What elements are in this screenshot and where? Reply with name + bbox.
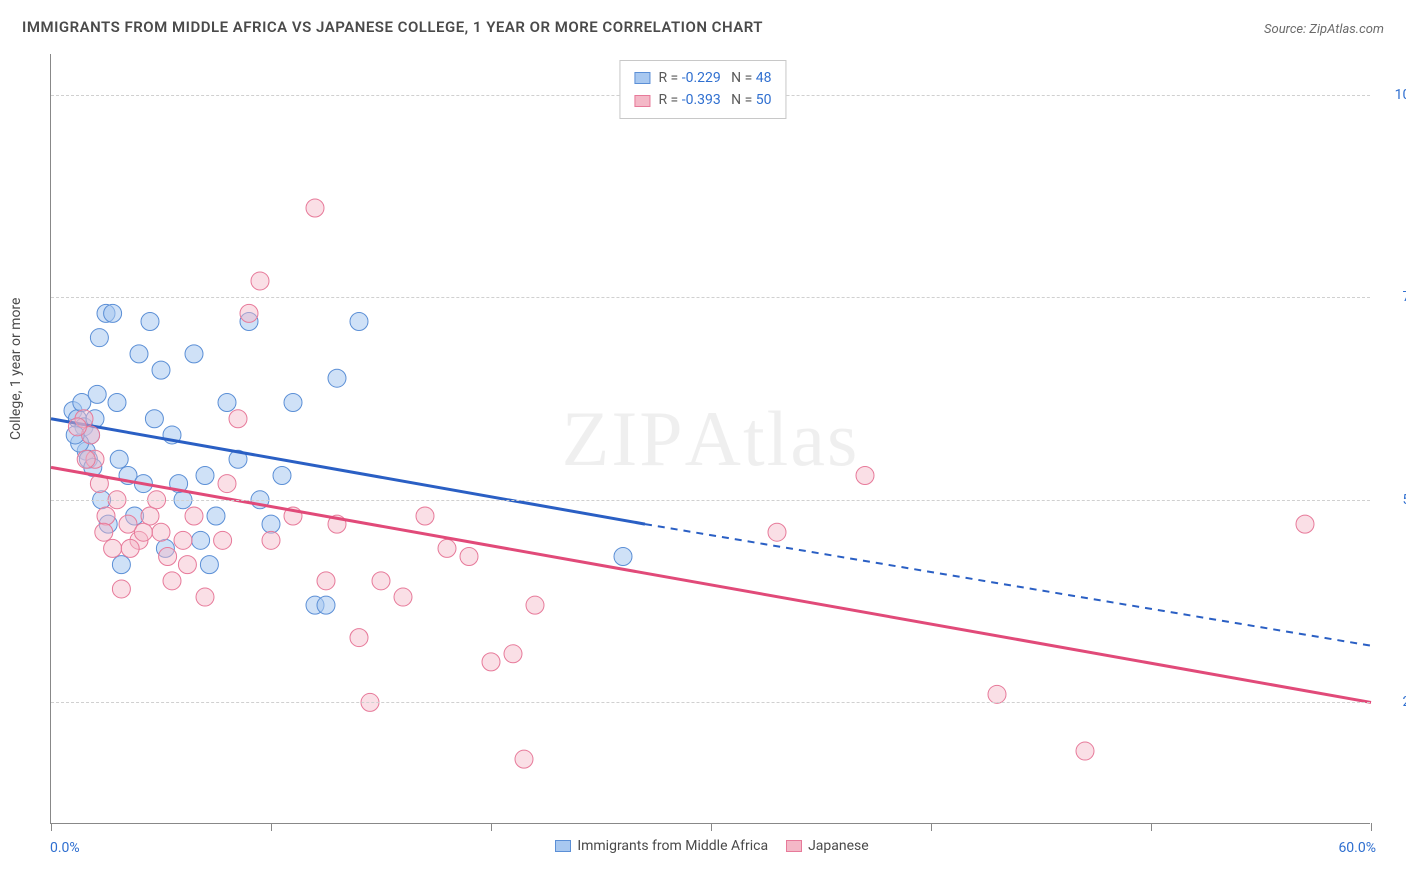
data-point bbox=[134, 523, 152, 541]
data-point bbox=[526, 596, 544, 614]
data-point bbox=[207, 507, 225, 525]
trend-line-dashed bbox=[645, 524, 1371, 646]
data-point bbox=[394, 588, 412, 606]
data-point bbox=[192, 531, 210, 549]
data-point bbox=[152, 523, 170, 541]
y-tick-label: 50.0% bbox=[1380, 492, 1406, 508]
data-point bbox=[88, 385, 106, 403]
legend-label: Japanese bbox=[808, 838, 869, 854]
trend-line bbox=[51, 467, 1371, 702]
data-point bbox=[438, 539, 456, 557]
data-point bbox=[97, 507, 115, 525]
data-point bbox=[218, 394, 236, 412]
correlation-legend: R = -0.229 N = 48R = -0.393 N = 50 bbox=[619, 60, 786, 119]
data-point bbox=[174, 531, 192, 549]
legend-row: R = -0.393 N = 50 bbox=[634, 89, 771, 111]
legend-label: Immigrants from Middle Africa bbox=[577, 838, 768, 854]
grid-line bbox=[51, 297, 1370, 298]
data-point bbox=[229, 410, 247, 428]
data-point bbox=[178, 556, 196, 574]
data-point bbox=[112, 580, 130, 598]
data-point bbox=[95, 523, 113, 541]
chart-plot-area: ZIPAtlas 25.0%50.0%75.0%100.0% bbox=[50, 54, 1370, 824]
data-point bbox=[240, 304, 258, 322]
legend-row: R = -0.229 N = 48 bbox=[634, 67, 771, 89]
data-point bbox=[317, 572, 335, 590]
data-point bbox=[185, 507, 203, 525]
data-point bbox=[141, 507, 159, 525]
data-point bbox=[251, 272, 269, 290]
data-point bbox=[988, 685, 1006, 703]
data-point bbox=[200, 556, 218, 574]
data-point bbox=[372, 572, 390, 590]
data-point bbox=[141, 312, 159, 330]
y-tick-label: 75.0% bbox=[1380, 289, 1406, 305]
legend-swatch bbox=[786, 840, 802, 852]
data-point bbox=[856, 466, 874, 484]
data-point bbox=[218, 475, 236, 493]
data-point bbox=[350, 312, 368, 330]
x-tick bbox=[1151, 823, 1152, 831]
data-point bbox=[306, 199, 324, 217]
data-point bbox=[196, 466, 214, 484]
data-point bbox=[214, 531, 232, 549]
data-point bbox=[1076, 742, 1094, 760]
data-point bbox=[108, 394, 126, 412]
scatter-svg bbox=[51, 54, 1370, 823]
grid-line bbox=[51, 500, 1370, 501]
data-point bbox=[328, 369, 346, 387]
data-point bbox=[768, 523, 786, 541]
data-point bbox=[1296, 515, 1314, 533]
data-point bbox=[145, 410, 163, 428]
data-point bbox=[317, 596, 335, 614]
data-point bbox=[196, 588, 214, 606]
data-point bbox=[504, 645, 522, 663]
bottom-legend: Immigrants from Middle Africa Japanese bbox=[0, 838, 1406, 854]
y-axis-label: College, 1 year or more bbox=[8, 298, 24, 440]
data-point bbox=[90, 329, 108, 347]
data-point bbox=[159, 548, 177, 566]
data-point bbox=[416, 507, 434, 525]
x-tick bbox=[51, 823, 52, 831]
data-point bbox=[152, 361, 170, 379]
data-point bbox=[130, 345, 148, 363]
data-point bbox=[104, 304, 122, 322]
x-tick bbox=[1371, 823, 1372, 831]
data-point bbox=[77, 450, 95, 468]
grid-line bbox=[51, 702, 1370, 703]
data-point bbox=[68, 418, 86, 436]
data-point bbox=[515, 750, 533, 768]
x-tick bbox=[711, 823, 712, 831]
data-point bbox=[482, 653, 500, 671]
data-point bbox=[614, 548, 632, 566]
data-point bbox=[262, 515, 280, 533]
data-point bbox=[350, 629, 368, 647]
data-point bbox=[284, 394, 302, 412]
source-attribution: Source: ZipAtlas.com bbox=[1264, 22, 1384, 37]
x-tick bbox=[491, 823, 492, 831]
data-point bbox=[104, 539, 122, 557]
x-tick bbox=[931, 823, 932, 831]
data-point bbox=[163, 572, 181, 590]
data-point bbox=[121, 539, 139, 557]
y-tick-label: 25.0% bbox=[1380, 694, 1406, 710]
data-point bbox=[262, 531, 280, 549]
data-point bbox=[185, 345, 203, 363]
data-point bbox=[112, 556, 130, 574]
data-point bbox=[273, 466, 291, 484]
x-tick bbox=[271, 823, 272, 831]
data-point bbox=[460, 548, 478, 566]
y-tick-label: 100.0% bbox=[1380, 87, 1406, 103]
data-point bbox=[110, 450, 128, 468]
legend-swatch bbox=[555, 840, 571, 852]
chart-title: IMMIGRANTS FROM MIDDLE AFRICA VS JAPANES… bbox=[22, 18, 763, 36]
